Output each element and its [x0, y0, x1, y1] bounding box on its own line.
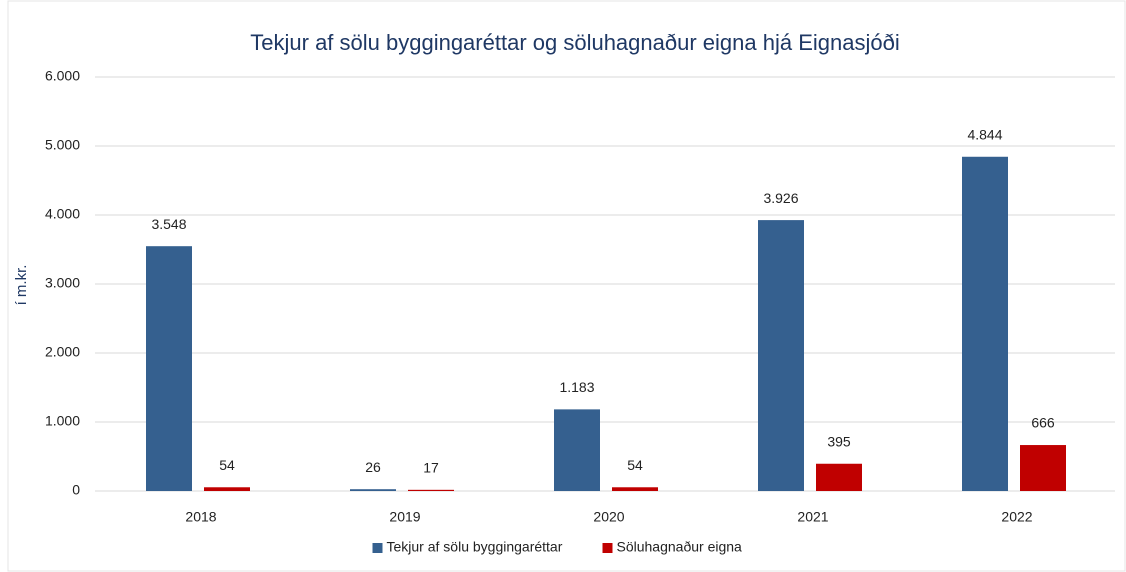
legend-swatch	[602, 543, 613, 553]
y-axis-label: í m.kr.	[13, 265, 30, 306]
y-tick-label: 3.000	[45, 275, 80, 291]
y-tick-label: 1.000	[45, 413, 80, 429]
bar	[612, 487, 658, 491]
bar	[350, 489, 396, 491]
data-label: 3.926	[763, 190, 798, 206]
y-tick-label: 2.000	[45, 344, 80, 360]
data-label: 26	[365, 459, 381, 475]
legend-label: Söluhagnaður eigna	[617, 539, 743, 555]
x-tick-label: 2020	[593, 509, 624, 525]
x-tick-label: 2018	[185, 509, 216, 525]
x-tick-label: 2022	[1001, 509, 1032, 525]
y-tick-label: 5.000	[45, 137, 80, 153]
chart-frame	[7, 0, 1126, 572]
legend-swatch	[372, 543, 383, 553]
bar	[816, 463, 862, 491]
bar	[1020, 445, 1066, 491]
data-label: 666	[1031, 415, 1055, 431]
bar	[758, 220, 804, 491]
y-tick-label: 4.000	[45, 206, 80, 222]
data-label: 17	[423, 460, 439, 476]
legend-label: Tekjur af sölu byggingaréttar	[387, 539, 563, 555]
x-tick-label: 2019	[389, 509, 420, 525]
bar	[554, 409, 600, 491]
x-tick-label: 2021	[797, 509, 828, 525]
bar	[204, 487, 250, 491]
bar	[146, 246, 192, 491]
y-tick-label: 6.000	[45, 68, 80, 84]
y-tick-label: 0	[72, 482, 80, 498]
data-label: 54	[219, 457, 235, 473]
data-label: 1.183	[559, 379, 594, 395]
data-label: 54	[627, 457, 643, 473]
bar	[962, 156, 1008, 491]
chart-title: Tekjur af sölu byggingaréttar og söluhag…	[250, 30, 899, 55]
bar	[408, 489, 454, 491]
data-label: 3.548	[151, 216, 186, 232]
data-label: 4.844	[967, 126, 1002, 142]
data-label: 395	[827, 433, 851, 449]
